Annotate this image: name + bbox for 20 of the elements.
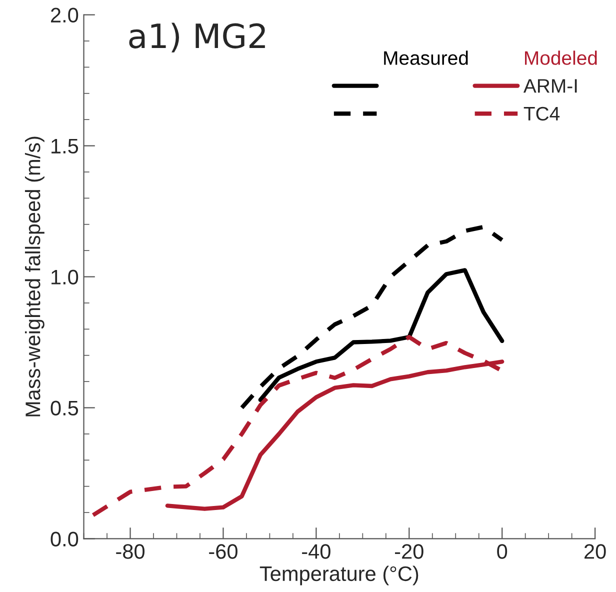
x-tick-label: 20 xyxy=(584,544,606,559)
x-tick-label: -60 xyxy=(209,544,238,559)
y-tick-label: 1.5 xyxy=(52,138,78,154)
x-tick-label: -20 xyxy=(395,544,424,559)
line-series xyxy=(240,224,504,410)
y-tick-label: 0.5 xyxy=(50,400,78,416)
y-tick-label: 1.0 xyxy=(52,270,78,285)
x-tick-label: -40 xyxy=(302,544,330,559)
y-tick-label: 2.0 xyxy=(51,8,78,23)
legend-label: ARM-I xyxy=(523,79,577,93)
x-tick-label: -80 xyxy=(116,544,144,559)
legend-label: TC4 xyxy=(524,106,560,121)
annotation: Measured xyxy=(384,50,468,65)
x-axis-title: Temperature (°C) xyxy=(260,566,418,586)
annotation: Modeled xyxy=(525,50,597,65)
chart-title: a1) MG2 xyxy=(129,22,265,52)
y-axis-title: Mass-weighted fallspeed (m/s) xyxy=(24,136,44,416)
line-series xyxy=(258,268,504,402)
x-tick-label: 0 xyxy=(497,544,508,559)
y-tick-label: 0.0 xyxy=(50,532,78,546)
